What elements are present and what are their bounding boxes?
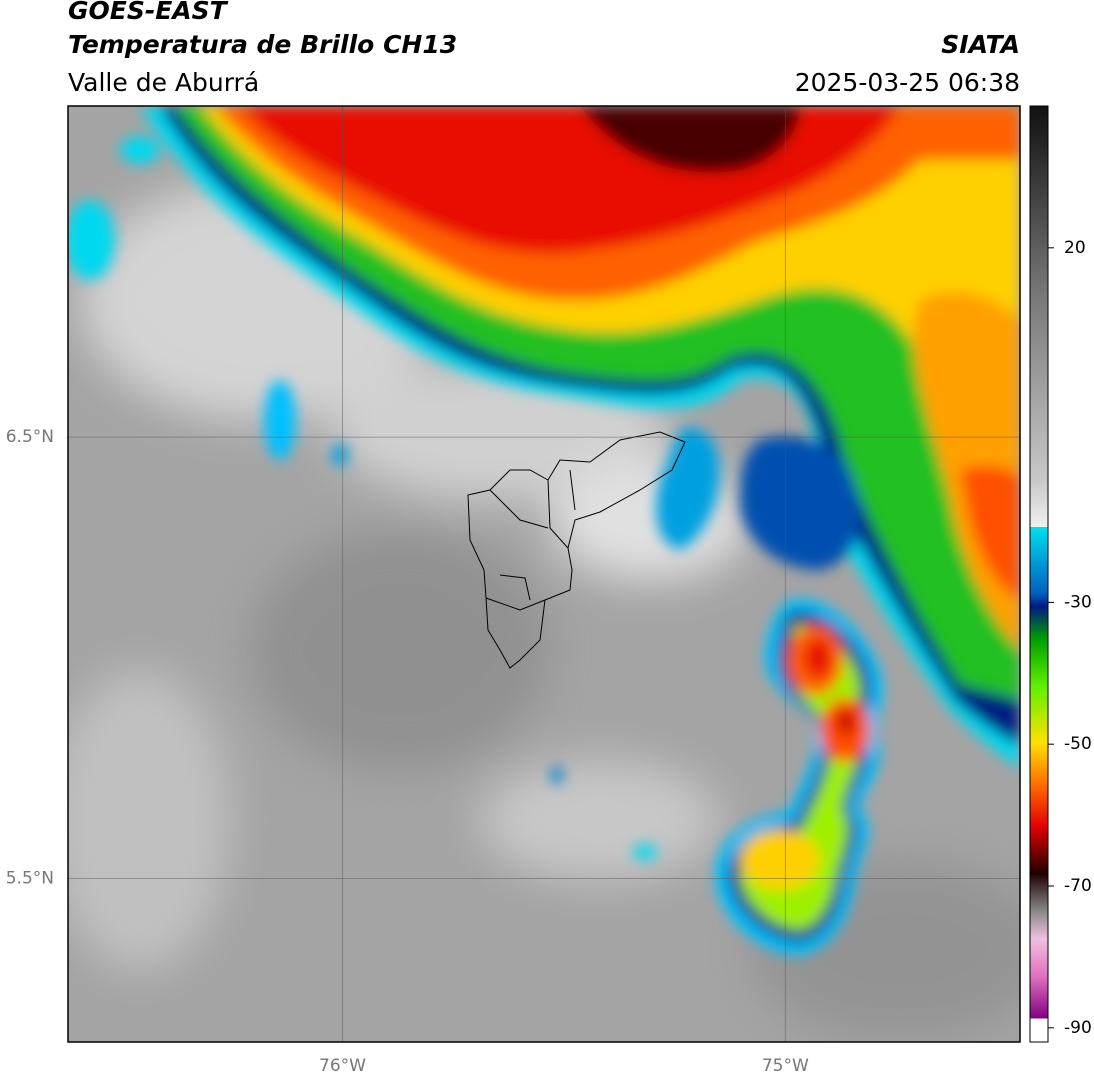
product: Temperatura de Brillo CH13 [68,30,457,59]
header: GOES-EAST Temperatura de Brillo CH13 SIA… [68,0,1020,97]
map-frame [67,105,1021,1043]
colorbar-tick-label: 20 [1064,238,1086,258]
colorbar-tick-label: -70 [1064,876,1092,896]
y-tick-label: 5.5°N [6,869,54,889]
colorbar-tick-label: -50 [1064,734,1092,754]
satellite: GOES-EAST [68,0,229,25]
colorbar-tick-label: -90 [1064,1018,1092,1038]
colorbar [1029,105,1049,1043]
agency: SIATA [941,30,1020,59]
colorbar-tick-label: -30 [1064,592,1092,612]
graticule [68,106,1020,1042]
x-tick-label: 75°W [762,1056,809,1076]
x-tick-label: 76°W [319,1056,366,1076]
satellite-image [68,106,1020,1042]
y-tick-label: 6.5°N [6,427,54,447]
region: Valle de Aburrá [68,68,259,97]
municipal-boundaries [467,431,686,669]
datetime: 2025-03-25 06:38 [795,68,1020,97]
